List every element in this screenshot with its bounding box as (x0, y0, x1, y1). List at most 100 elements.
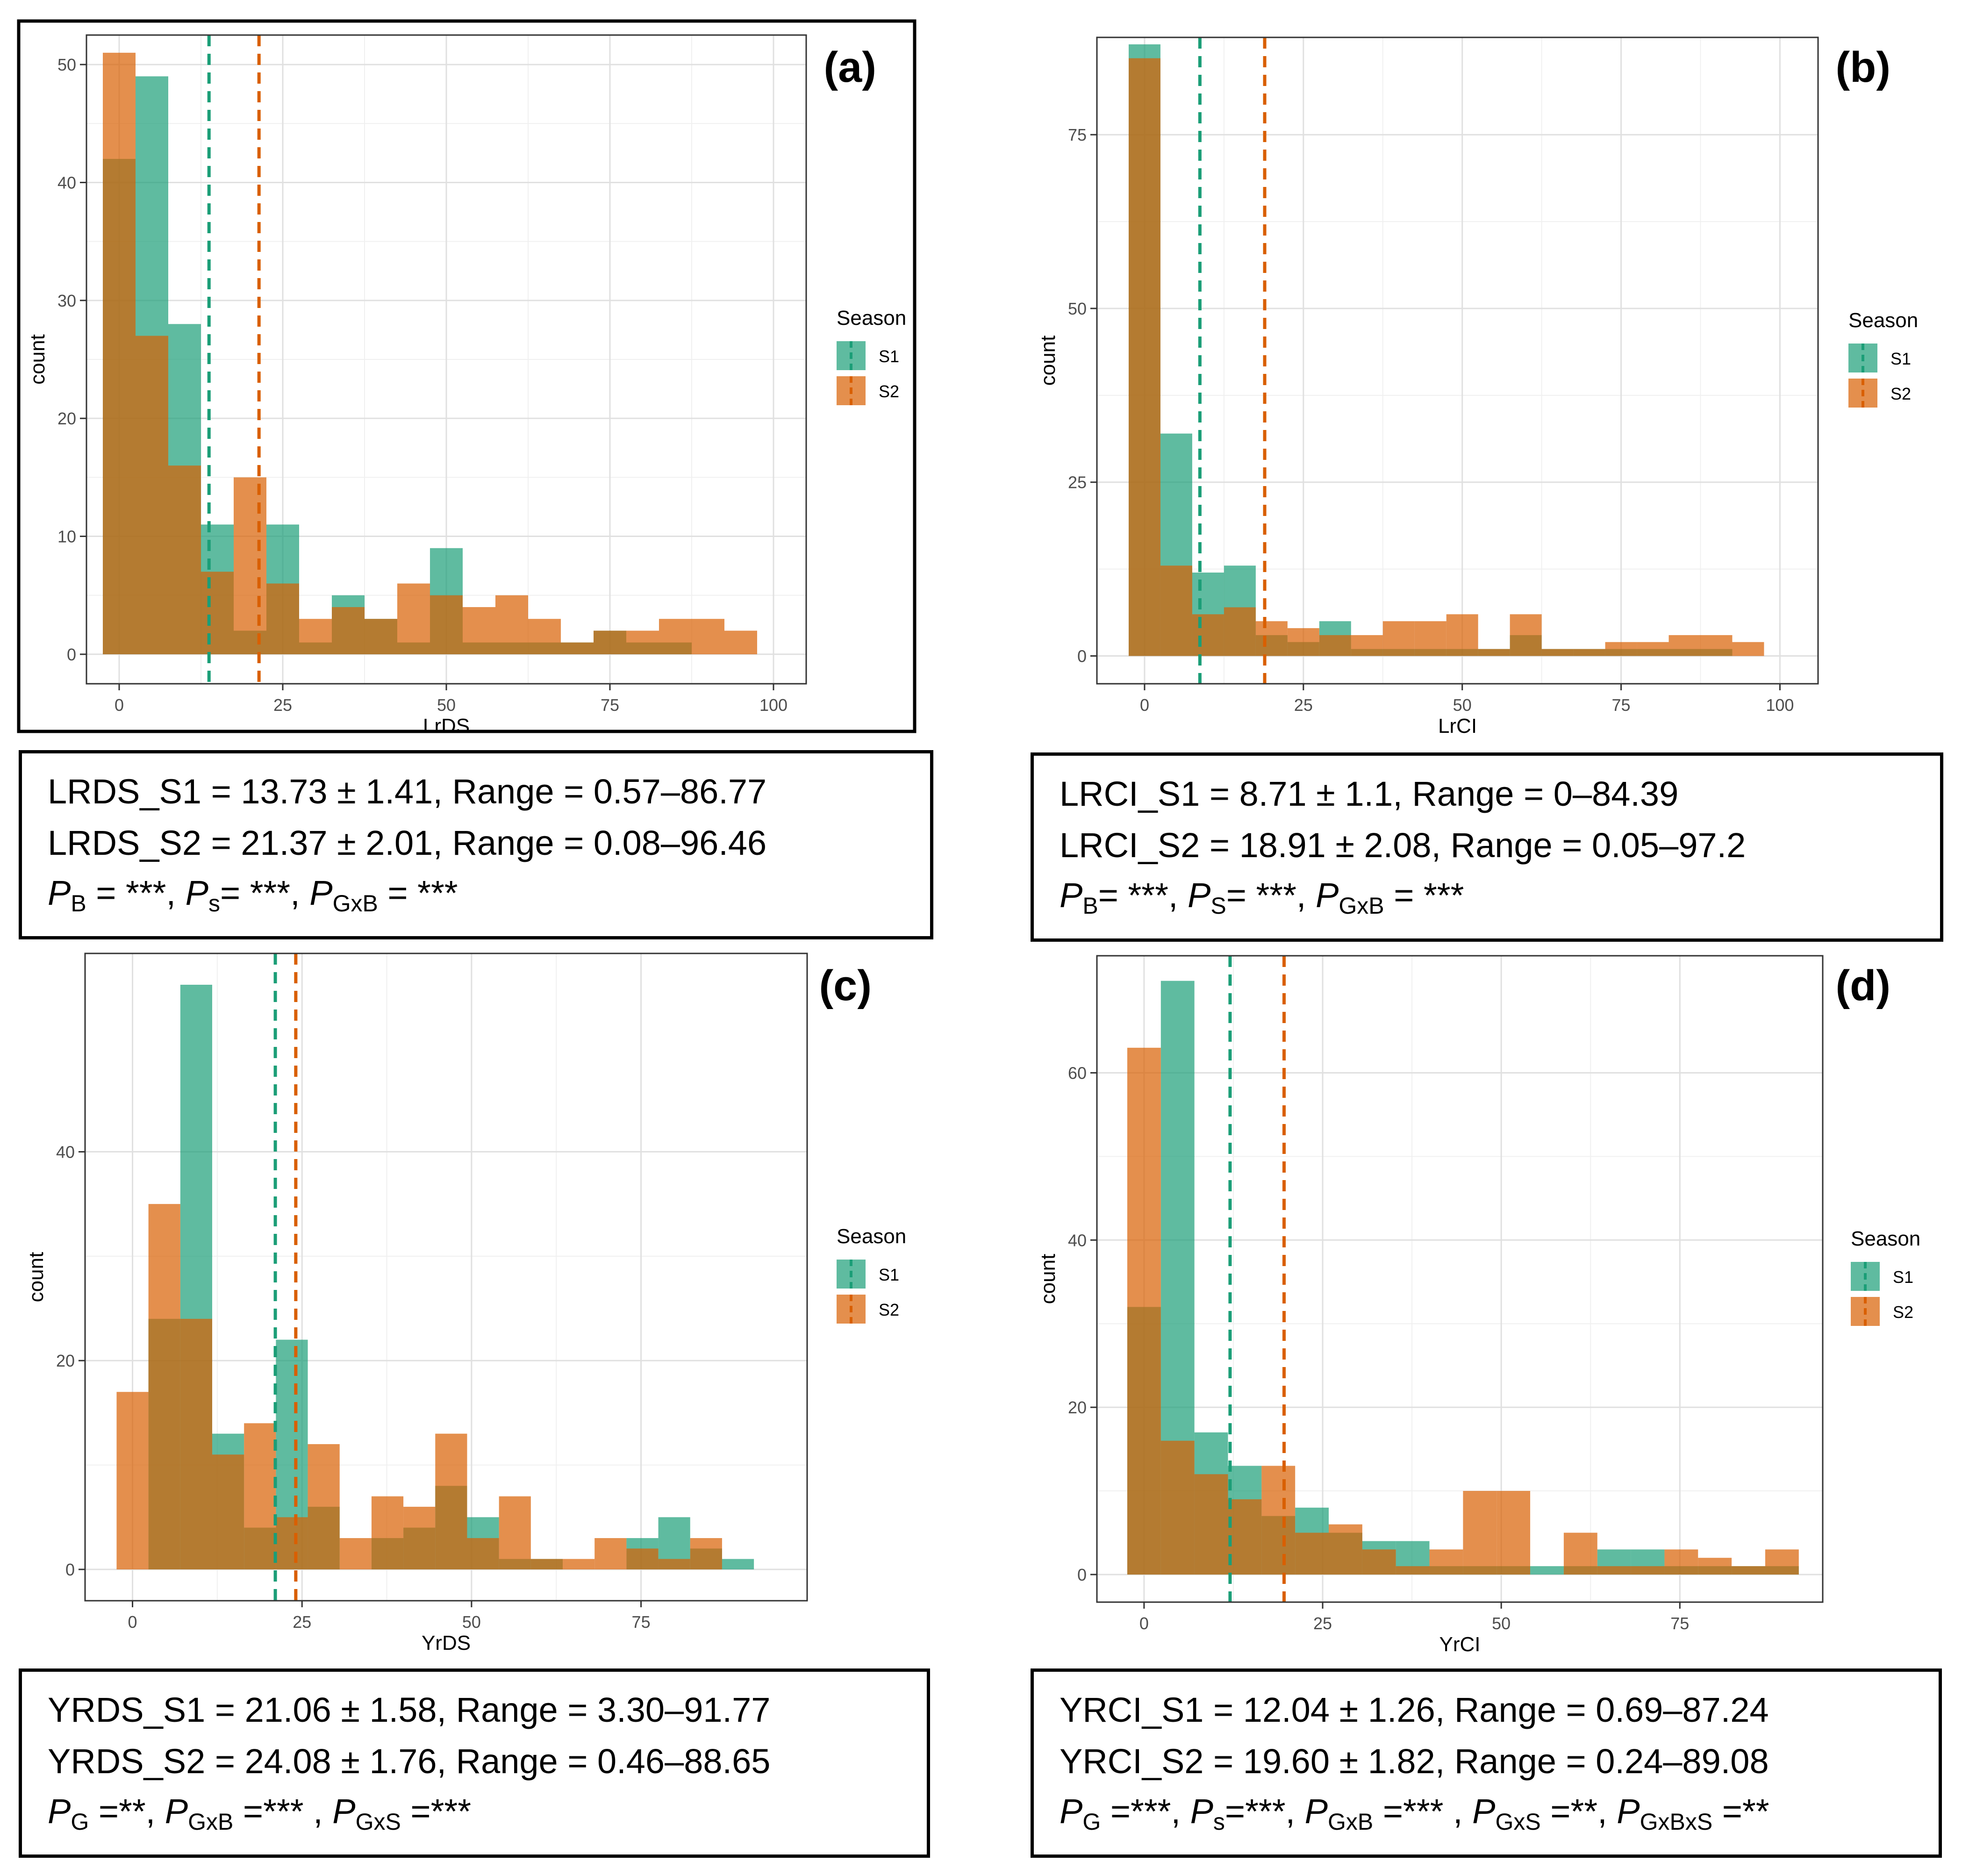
y-tick-label: 0 (1077, 647, 1087, 666)
x-axis-label: YrDS (422, 1632, 471, 1654)
x-tick-label: 25 (293, 1612, 311, 1632)
histogram-bar (1194, 1474, 1228, 1575)
y-tick-label: 0 (65, 1560, 75, 1579)
histogram-bar (1597, 1566, 1631, 1575)
p-term: PG =*** (1060, 1792, 1171, 1835)
x-tick-label: 100 (1766, 695, 1794, 715)
histogram-bar (1700, 635, 1733, 656)
histogram-bar (332, 607, 365, 654)
legend-label-s2: S2 (879, 382, 899, 401)
series-s2-bars (1127, 1047, 1799, 1575)
histogram-bar (430, 595, 463, 654)
legend-title: Season (837, 307, 906, 329)
x-tick-label: 50 (1453, 695, 1472, 715)
y-tick-label: 40 (57, 173, 76, 192)
y-tick-label: 50 (1068, 299, 1087, 318)
x-tick-label: 75 (601, 695, 619, 715)
x-tick-label: 25 (1294, 695, 1313, 715)
x-tick-label: 25 (1313, 1614, 1332, 1633)
histogram-bar (1510, 614, 1542, 656)
histogram-bar (1329, 1524, 1362, 1575)
histogram-bar (308, 1444, 340, 1569)
histogram-bar (299, 619, 332, 654)
panel-label: (c) (819, 962, 872, 1010)
histogram-bar (692, 619, 724, 654)
histogram-bar (397, 583, 430, 654)
histogram-bar (626, 630, 659, 654)
y-tick-label: 20 (1068, 1398, 1087, 1417)
histogram-bar (1631, 1566, 1665, 1575)
y-axis-label: count (25, 1252, 48, 1303)
histogram-bar (563, 1559, 595, 1569)
x-tick-label: 75 (1612, 695, 1631, 715)
stats-line-p-values: PG =**, PGxB =*** , PGxS =*** (48, 1792, 472, 1835)
legend: Season S1 S2 (837, 1225, 906, 1324)
histogram-bar (1224, 607, 1256, 656)
stats-box-c: YRDS_S1 = 21.06 ± 1.58, Range = 3.30–91.… (19, 1668, 930, 1858)
histogram-bar (1765, 1549, 1799, 1575)
y-tick-label: 10 (57, 527, 76, 546)
p-term: PGxS =*** (332, 1792, 472, 1835)
panel-label: (b) (1836, 43, 1890, 91)
y-tick-label: 75 (1068, 125, 1087, 144)
histogram-bar (1128, 58, 1160, 656)
histogram-bar (234, 477, 266, 654)
stats-line-s1: LRCI_S1 = 8.71 ± 1.1, Range = 0–84.39 (1060, 774, 1679, 813)
histogram-bar (103, 52, 136, 654)
stats-line-s2: YRDS_S2 = 24.08 ± 1.76, Range = 0.46–88.… (48, 1742, 771, 1781)
histogram-bar (136, 336, 168, 654)
histogram-bar (1228, 1499, 1262, 1575)
histogram-bar (1192, 614, 1224, 656)
histogram-bar (690, 1538, 722, 1569)
histogram-bar (495, 595, 528, 654)
histogram-bar (1463, 1491, 1497, 1575)
histogram-bar (435, 1433, 467, 1569)
x-tick-label: 25 (273, 695, 292, 715)
histogram-bar (116, 1392, 149, 1569)
legend-label-s1: S1 (1890, 349, 1911, 368)
x-tick-label: 0 (1139, 1614, 1149, 1633)
histogram-bar (463, 607, 495, 654)
y-tick-label: 40 (56, 1142, 75, 1161)
histogram-bar (499, 1496, 531, 1569)
histogram-bar (528, 619, 561, 654)
histogram-bar (659, 619, 692, 654)
series-s1-bars (1128, 44, 1733, 656)
histogram-bar (168, 465, 201, 654)
x-tick-label: 0 (1140, 695, 1149, 715)
p-term: PS= *** (1188, 876, 1296, 919)
x-tick-label: 0 (115, 695, 124, 715)
x-tick-label: 75 (1670, 1614, 1689, 1633)
chart-panel-c: 0 25 50 75 0 20 40 YrDS count (c) Season S1 S2 (25, 952, 906, 1654)
legend-label-s2: S2 (879, 1300, 899, 1319)
histogram-bar (1668, 635, 1701, 656)
chart-panel-a: 0 25 50 75 10001020304050LrDScount(a)SeasonS… (17, 19, 917, 738)
series-s2-bars (103, 52, 757, 654)
histogram-bar (1255, 621, 1288, 656)
stats-line-s2: YRCI_S2 = 19.60 ± 1.82, Range = 0.24–89.… (1060, 1742, 1769, 1781)
histogram-bar (1382, 621, 1415, 656)
legend-label-s2: S2 (1893, 1303, 1913, 1322)
histogram-bar (1541, 649, 1574, 656)
panel-label: (d) (1836, 962, 1890, 1010)
p-term: PGxB = *** (1316, 876, 1464, 919)
histogram-bar (371, 1496, 404, 1569)
p-term: PGxB =*** (1304, 1792, 1453, 1835)
histogram-bar (1497, 1491, 1531, 1575)
stats-box-d: YRCI_S1 = 12.04 ± 1.26, Range = 0.69–87.… (1031, 1668, 1942, 1858)
histogram-bar (244, 1423, 276, 1569)
histogram-bar (626, 1548, 659, 1569)
y-axis-label: count (26, 334, 49, 385)
x-axis-label: LrCI (1438, 715, 1477, 738)
stats-line-s1: YRCI_S1 = 12.04 ± 1.26, Range = 0.69–87.… (1060, 1690, 1769, 1729)
p-term: Ps=*** (1190, 1792, 1286, 1835)
legend: Season S1 S2 (1851, 1227, 1920, 1326)
y-tick-label: 25 (1068, 473, 1087, 492)
panel-label: (a) (824, 43, 876, 91)
minor-gridlines (1097, 956, 1823, 1602)
p-term: PG =** (48, 1792, 146, 1835)
histogram-bar (1530, 1566, 1564, 1575)
legend-label-s1: S1 (879, 1265, 899, 1284)
stats-box-b: LRCI_S1 = 8.71 ± 1.1, Range = 0–84.39 LR… (1031, 752, 1943, 942)
stats-line-s1: LRDS_S1 = 13.73 ± 1.41, Range = 0.57–86.… (48, 772, 767, 811)
